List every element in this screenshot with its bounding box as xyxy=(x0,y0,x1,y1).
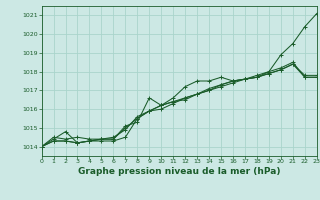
X-axis label: Graphe pression niveau de la mer (hPa): Graphe pression niveau de la mer (hPa) xyxy=(78,167,280,176)
